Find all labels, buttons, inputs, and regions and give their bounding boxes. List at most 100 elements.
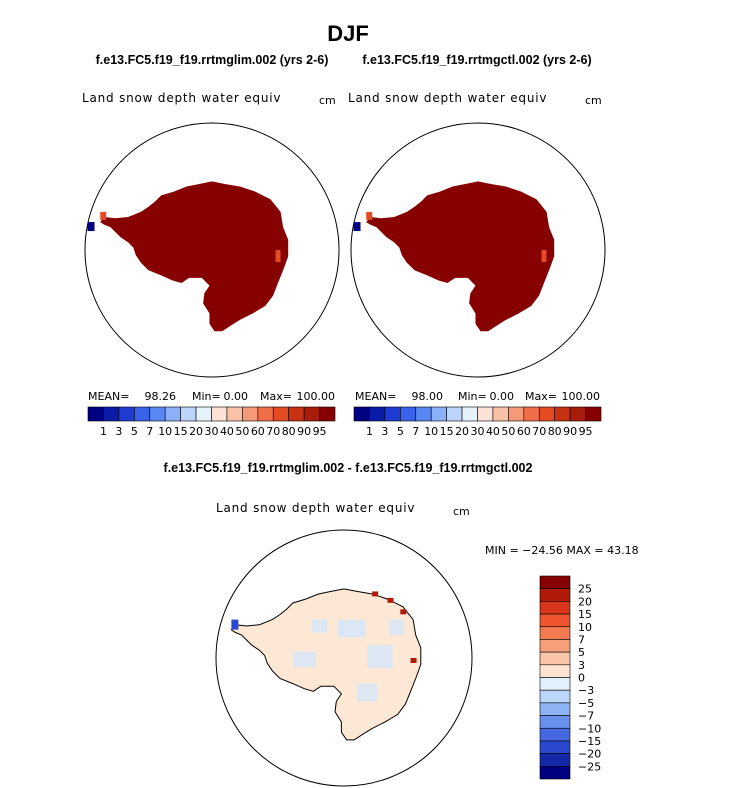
negative-anomaly-patch	[388, 619, 405, 635]
colorbar-tick-label: 30	[205, 425, 219, 438]
colorbar-tick-label: 3	[115, 425, 122, 438]
polar-map-control	[350, 122, 606, 378]
colorbar-box	[257, 406, 274, 422]
colorbar-box	[539, 753, 571, 767]
colorbar-tick-label: 10	[578, 621, 592, 634]
colorbar-box	[180, 406, 197, 422]
colorbar-control: 1 3 5 7 10 15 20 30 40 50 60 70 80 90 95	[353, 406, 602, 438]
colorbar-box	[539, 664, 571, 678]
colorbar-tick-label: −25	[578, 760, 601, 773]
colorbar-box	[103, 406, 120, 422]
colorbar-tick-label: 25	[578, 583, 592, 596]
colorbar-box	[539, 626, 571, 640]
chart-title: DJF	[327, 21, 369, 46]
negative-anomaly-patch	[367, 645, 393, 669]
colorbar-box	[539, 601, 571, 615]
panel-control-subtitle: f.e13.FC5.f19_f19.rrtmgctl.002 (yrs 2-6)	[362, 53, 591, 67]
colorbar-box	[539, 575, 571, 589]
colorbar-tick-label: 3	[578, 659, 585, 672]
colorbar-tick-label: −20	[578, 748, 601, 761]
max-value: 100.00	[562, 390, 601, 403]
colorbar-box	[134, 406, 151, 422]
colorbar-tick-label: −7	[578, 710, 594, 723]
positive-anomaly-patch	[372, 591, 379, 597]
colorbar-tick-label: 50	[501, 425, 515, 438]
colorbar-box	[319, 406, 336, 422]
coastal-cell	[541, 250, 547, 262]
positive-anomaly-patch	[410, 658, 417, 663]
colorbar-tick-label: 3	[381, 425, 388, 438]
colorbar-tick-label: 15	[440, 425, 454, 438]
colorbar-box	[415, 406, 432, 422]
colorbar-tick-label: 40	[220, 425, 234, 438]
colorbar-tick-label: 5	[131, 425, 138, 438]
island-cell	[353, 222, 361, 232]
colorbar-box	[353, 406, 370, 422]
colorbar-box	[569, 406, 586, 422]
colorbar-tick-label: 1	[366, 425, 373, 438]
colorbar-tick-label: 95	[579, 425, 593, 438]
colorbar-box	[400, 406, 417, 422]
colorbar-box	[477, 406, 494, 422]
colorbar-tick-label: 10	[158, 425, 172, 438]
min-label: Min=	[458, 390, 487, 403]
antarctica-landmass	[100, 181, 289, 332]
colorbar-box	[118, 406, 135, 422]
antarctica-landmass	[366, 181, 555, 332]
colorbar-box	[164, 406, 181, 422]
colorbar-box	[384, 406, 401, 422]
colorbar-box	[539, 715, 571, 729]
colorbar-box	[211, 406, 228, 422]
mean-label: MEAN=	[88, 390, 129, 403]
panel-diff-units: cm	[453, 505, 470, 518]
colorbar-box	[539, 740, 571, 754]
colorbar-box	[538, 406, 555, 422]
min-value: 0.00	[490, 390, 515, 403]
colorbar-box	[446, 406, 463, 422]
colorbar-box	[149, 406, 166, 422]
colorbar-tick-label: −10	[578, 722, 601, 735]
colorbar-tick-label: 90	[297, 425, 311, 438]
colorbar-tick-label: 7	[578, 633, 585, 646]
colorbar-box	[523, 406, 540, 422]
negative-anomaly-patch	[337, 619, 366, 638]
colorbar-box	[492, 406, 509, 422]
colorbar-tick-label: 7	[146, 425, 153, 438]
colorbar-tick-label: 30	[471, 425, 485, 438]
panel-control-units: cm	[585, 94, 602, 107]
peninsula-anomaly-patch	[231, 619, 239, 630]
negative-anomaly-patch	[292, 651, 316, 667]
colorbar-tick-label: 90	[563, 425, 577, 438]
max-label: Max=	[260, 390, 292, 403]
colorbar-box	[539, 702, 571, 716]
panel-test-units: cm	[319, 94, 336, 107]
colorbar-tick-label: 80	[548, 425, 562, 438]
peninsula-tip	[366, 211, 373, 220]
colorbar-tick-label: 60	[251, 425, 265, 438]
colorbar-tick-label: 70	[532, 425, 546, 438]
colorbar-box	[242, 406, 259, 422]
colorbar-box	[539, 766, 571, 780]
mean-value: 98.00	[412, 390, 444, 403]
min-value: 0.00	[224, 390, 249, 403]
colorbar-tick-label: 20	[455, 425, 469, 438]
colorbar-box	[461, 406, 478, 422]
colorbar-box	[539, 727, 571, 742]
colorbar-tick-label: 20	[189, 425, 203, 438]
colorbar-tick-label: 70	[266, 425, 280, 438]
colorbar-tick-label: 15	[174, 425, 188, 438]
colorbar-tick-label: 15	[578, 608, 592, 621]
min-label: Min=	[192, 390, 221, 403]
colorbar-tick-label: 7	[412, 425, 419, 438]
polar-map-difference	[215, 529, 473, 787]
colorbar-box	[539, 639, 571, 653]
colorbar-tick-label: 1	[100, 425, 107, 438]
panel-test-stats: MEAN= 98.26 Min= 0.00 Max= 100.00	[88, 390, 335, 403]
colorbar-box	[539, 689, 571, 704]
colorbar-tick-label: −5	[578, 697, 594, 710]
colorbar-tick-label: 5	[578, 646, 585, 659]
colorbar-box	[554, 406, 571, 422]
colorbar-box	[508, 406, 525, 422]
colorbar-tick-label: 10	[424, 425, 438, 438]
